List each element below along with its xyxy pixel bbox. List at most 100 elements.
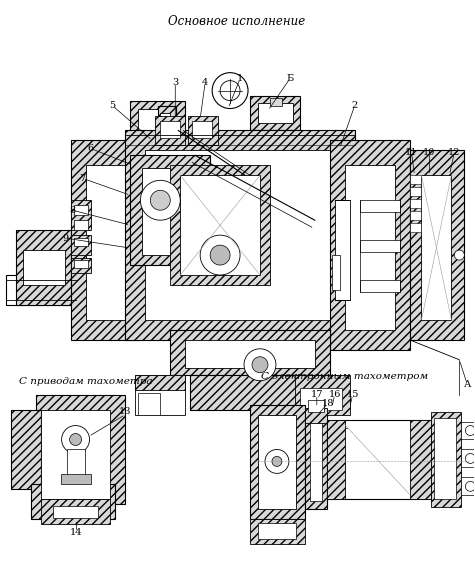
Text: А: А [464, 380, 471, 389]
Bar [188, 115, 218, 145]
Bar [74, 205, 87, 215]
Bar [258, 523, 296, 539]
Bar [135, 375, 185, 414]
Bar [180, 175, 260, 275]
Bar [155, 115, 185, 145]
Circle shape [210, 245, 230, 265]
Circle shape [272, 457, 282, 466]
Bar [332, 255, 340, 290]
Text: 2: 2 [352, 101, 358, 110]
Text: 13: 13 [119, 407, 132, 416]
Bar [131, 101, 185, 145]
Bar [409, 199, 421, 208]
Text: 6: 6 [87, 144, 94, 153]
Circle shape [62, 426, 89, 453]
Circle shape [466, 481, 475, 491]
Bar [327, 419, 345, 499]
Bar [158, 105, 176, 145]
Circle shape [141, 180, 180, 220]
Bar [250, 405, 305, 519]
Bar [138, 109, 158, 133]
Bar [409, 419, 431, 499]
Circle shape [68, 458, 83, 471]
Circle shape [466, 426, 475, 436]
Bar [327, 419, 446, 499]
Text: Основное исполнение: Основное исполнение [169, 15, 306, 28]
Bar [330, 140, 409, 350]
Text: С приводам тахометра: С приводам тахометра [19, 377, 152, 386]
Bar [160, 113, 170, 137]
Text: С электронным тахометром: С электронным тахометром [261, 372, 428, 381]
Bar [6, 275, 76, 305]
Bar [131, 155, 210, 265]
Bar [71, 140, 141, 340]
Bar [305, 408, 327, 423]
Bar [435, 418, 456, 499]
Circle shape [455, 250, 465, 260]
Text: Б: Б [286, 74, 294, 83]
Text: 18: 18 [322, 399, 334, 408]
Bar [310, 422, 322, 501]
Bar [431, 412, 461, 507]
Circle shape [70, 434, 82, 445]
Bar [295, 375, 350, 414]
Text: 12: 12 [448, 148, 461, 157]
Bar [360, 280, 399, 292]
Text: 4: 4 [202, 78, 208, 87]
Bar [74, 220, 87, 230]
Bar [41, 499, 111, 524]
Text: 9: 9 [63, 234, 69, 243]
Bar [170, 166, 270, 285]
Bar [360, 200, 399, 212]
Bar [270, 97, 282, 105]
Bar [409, 211, 421, 220]
Text: 15: 15 [346, 390, 359, 399]
Circle shape [220, 81, 240, 101]
Text: 11: 11 [405, 148, 418, 157]
Bar [335, 200, 350, 300]
Text: 3: 3 [172, 78, 179, 87]
Bar [409, 187, 421, 196]
Bar [308, 400, 324, 412]
Text: 16: 16 [329, 390, 341, 399]
Bar [125, 131, 355, 340]
Bar [192, 120, 212, 138]
Bar [421, 175, 451, 320]
Bar [160, 120, 180, 138]
Circle shape [252, 357, 268, 373]
Bar [250, 519, 305, 544]
Bar [145, 150, 335, 320]
Bar [23, 250, 65, 285]
Bar [461, 422, 475, 440]
Bar [74, 238, 87, 246]
Bar [409, 223, 421, 232]
Circle shape [212, 73, 248, 109]
Text: 14: 14 [69, 528, 82, 537]
Bar [345, 166, 395, 330]
Bar [258, 414, 296, 510]
Text: 17: 17 [311, 390, 323, 399]
Bar [138, 392, 160, 414]
Bar [86, 166, 125, 320]
Text: 1: 1 [237, 74, 243, 83]
Bar [74, 260, 87, 268]
Circle shape [466, 453, 475, 463]
Text: 10: 10 [423, 148, 436, 157]
Bar [71, 235, 91, 255]
Bar [250, 96, 300, 131]
Bar [258, 102, 293, 123]
Bar [300, 388, 342, 410]
Bar [461, 477, 475, 495]
Circle shape [150, 190, 170, 210]
Bar [135, 375, 185, 390]
Bar [409, 175, 421, 184]
Bar [185, 340, 315, 368]
Bar [190, 375, 300, 410]
Circle shape [200, 235, 240, 275]
Text: 7: 7 [79, 174, 86, 183]
Bar [142, 168, 198, 255]
Bar [53, 506, 98, 519]
Circle shape [244, 349, 276, 381]
Circle shape [265, 449, 289, 473]
Bar [461, 449, 475, 467]
